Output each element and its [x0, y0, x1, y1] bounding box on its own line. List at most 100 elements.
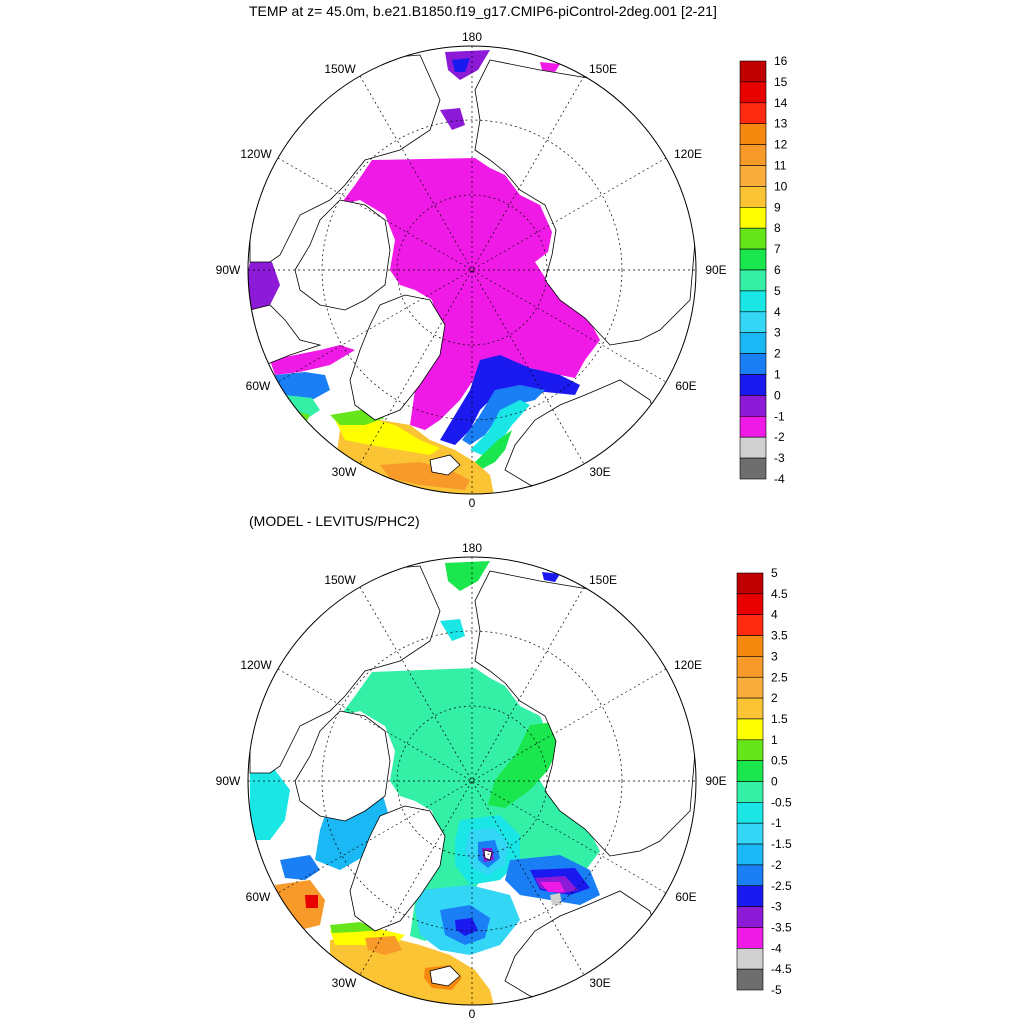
colorbar-tick-label: -2.5	[771, 879, 792, 893]
canadian-archipelago	[294, 199, 391, 311]
colorbar-swatch	[739, 102, 767, 125]
colorbar-swatch	[736, 781, 764, 803]
lon-label-90e-b: 90E	[705, 774, 726, 788]
colorbar-swatch	[739, 311, 767, 333]
colorbar-tick-label: 12	[774, 138, 788, 152]
map-border-top	[247, 45, 697, 495]
colorbar-swatch	[739, 269, 767, 292]
lon-label-180: 180	[462, 30, 482, 44]
colorbar-swatch	[739, 248, 767, 271]
colorbar-swatch	[736, 697, 764, 720]
colorbar-tick-label: -3.5	[771, 920, 792, 934]
lon-label-120w-b: 120W	[240, 658, 272, 672]
map-border-bottom	[247, 556, 697, 1006]
colorbar-tick-label: 1	[771, 733, 778, 747]
east-siberia-blue-spot	[542, 572, 560, 582]
north-atlantic-lime-b	[330, 922, 380, 933]
colorbar-swatch	[739, 353, 767, 375]
colorbar-swatch	[736, 676, 764, 699]
colorbar-swatch	[736, 885, 764, 907]
barents-sea-gray	[550, 893, 562, 905]
svalbard-land-b	[483, 849, 493, 861]
colorbar-swatch	[736, 614, 764, 636]
colorbar-tick-label: 8	[774, 221, 781, 235]
colorbar-swatch	[736, 656, 764, 678]
hudson-bay-purple	[248, 262, 280, 310]
colorbar-swatch	[739, 207, 767, 229]
colorbar-tick-label: 9	[774, 200, 781, 214]
colorbar-tick-label: -1	[771, 816, 782, 830]
graticule-bottom	[248, 557, 696, 1005]
colorbar-swatch	[736, 739, 764, 761]
lon-label-30w: 30W	[332, 465, 357, 479]
colorbar-swatch	[736, 572, 764, 595]
lon-label-150e: 150E	[589, 62, 617, 76]
lon-label-60w-b: 60W	[246, 890, 271, 904]
map-title-temperature: TEMP at z= 45.0m, b.e21.B1850.f19_g17.CM…	[249, 3, 717, 19]
colorbar-tick-label: -0.5	[771, 795, 792, 809]
colorbar-tick-label: -4	[771, 941, 782, 955]
colorbar-tick-label: 1	[774, 368, 781, 382]
colorbar-tick-label: 16	[774, 54, 788, 68]
lon-label-150e-b: 150E	[589, 573, 617, 587]
colorbar-tick-label: 11	[774, 159, 787, 173]
colorbar-tick-label: -2	[774, 430, 785, 444]
colorbar-tick-label: 2.5	[771, 670, 788, 684]
colorbar-tick-label: -4.5	[771, 962, 792, 976]
colorbar-tick-label: 3.5	[771, 629, 788, 643]
lon-label-90w: 90W	[216, 263, 241, 277]
bering-anomaly	[445, 561, 490, 591]
colorbar-swatch	[736, 635, 764, 657]
colorbar-swatch	[739, 81, 767, 104]
lon-label-120e-b: 120E	[674, 658, 702, 672]
lon-label-60e-b: 60E	[675, 890, 696, 904]
colorbar-swatch	[739, 165, 767, 187]
chukchi-sea-purple	[440, 108, 465, 130]
colorbar-swatch	[739, 144, 767, 166]
colorbar-swatch	[736, 802, 764, 824]
colorbar-swatch	[736, 843, 764, 866]
colorbar-swatch	[736, 760, 764, 782]
colorbar-tick-label: 3	[774, 326, 781, 340]
norwegian-sea-green	[475, 430, 512, 470]
colorbar-swatch	[736, 864, 764, 887]
colorbar-swatch	[739, 60, 767, 83]
barents-sea-mid	[462, 385, 545, 445]
colorbar-swatch	[739, 332, 767, 354]
colorbar-swatch	[736, 947, 764, 970]
greenland-landmass	[349, 294, 446, 421]
colorbar-swatch	[739, 186, 767, 208]
lon-label-120e: 120E	[674, 147, 702, 161]
east-siberia-spot	[540, 62, 560, 72]
lon-label-30e-b: 30E	[589, 976, 610, 990]
barents-sea-gradient	[440, 355, 580, 445]
colorbar-swatch	[739, 415, 767, 438]
siberian-shelf-green	[488, 722, 560, 808]
colorbar-tick-label: 4.5	[771, 587, 788, 601]
lon-label-150w: 150W	[324, 62, 356, 76]
colorbar-tick-label: -4	[774, 472, 785, 486]
iceland-land-b	[429, 965, 461, 987]
north-atlantic-yellow	[335, 418, 440, 455]
lon-label-90e: 90E	[705, 263, 726, 277]
canadian-archipelago-b	[294, 710, 391, 822]
labrador-sea-anomaly-cyan	[250, 770, 290, 840]
north-atlantic-orange	[380, 462, 470, 490]
difference-polar-map: 180 150W 150E 120W 120E 90W 90E 60W 60E …	[216, 541, 792, 1021]
lon-label-0: 0	[469, 496, 476, 510]
chukchi-anomaly	[440, 619, 465, 641]
colorbar-swatch	[739, 436, 767, 459]
graticule-top	[248, 46, 696, 494]
lon-label-180-b: 180	[462, 541, 482, 555]
lon-label-150w-b: 150W	[324, 573, 356, 587]
map-title-difference: (MODEL - LEVITUS/PHC2)	[249, 513, 420, 529]
colorbar-tick-label: -5	[771, 983, 782, 997]
barents-sea-magenta	[540, 882, 565, 892]
colorbar-swatch	[736, 968, 764, 991]
colorbar-tick-label: 4	[771, 608, 778, 622]
north-atlantic-orange-b	[365, 936, 402, 955]
colorbar-tick-label: 0	[771, 775, 778, 789]
colorbar-swatch	[739, 457, 767, 480]
colorbar-tick-label: 4	[774, 305, 781, 319]
